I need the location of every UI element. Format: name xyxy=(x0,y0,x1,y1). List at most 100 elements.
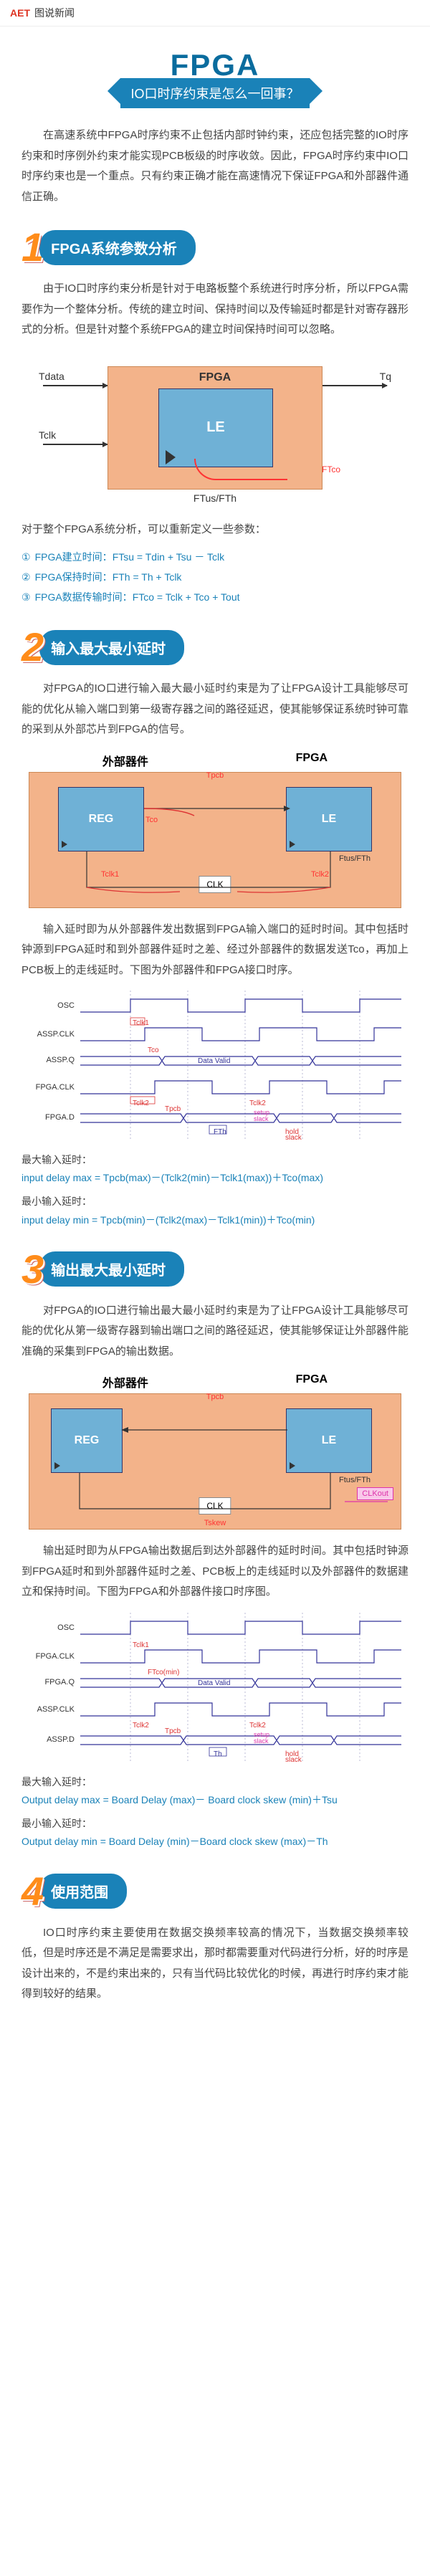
section-2-body: 对FPGA的IO口进行输入最大最小延时约束是为了让FPGA设计工具能够尽可能的优… xyxy=(22,679,408,740)
le-label: LE xyxy=(206,419,225,436)
arrow-tdata xyxy=(43,385,108,386)
title-3: 输出最大最小延时 xyxy=(39,1251,184,1287)
result-max-2: 最大输入延时： input delay max = Tpcb(max)－(Tcl… xyxy=(22,1151,408,1187)
d2-box: REG LE CLK Tpcb Tco Tclk1 Tclk2 Ftus/FTh xyxy=(29,772,401,908)
d3-box: REG LE CLK CLKout Tpcb Tskew Ftus/FTh xyxy=(29,1393,401,1530)
clk-triangle-icon xyxy=(62,841,67,848)
waveform-svg-3: Tclk1 Data Valid FTco(min) Tclk2 Tclk2 T… xyxy=(29,1613,401,1763)
top-bar: AET 图说新闻 xyxy=(0,0,430,27)
d3-left-label: 外部器件 xyxy=(102,1373,148,1390)
label-tclk: Tclk xyxy=(39,429,56,441)
svg-text:ASSP.CLK: ASSP.CLK xyxy=(37,1030,75,1039)
section-2-after: 输入延时即为从外部器件发出数据到FPGA输入端口的延时时间。其中包括时钟源到FP… xyxy=(22,920,408,981)
tco-label: Tco xyxy=(145,816,158,824)
svg-text:slack: slack xyxy=(254,1115,269,1122)
svg-text:Th: Th xyxy=(214,1750,222,1758)
d3-right-label: FPGA xyxy=(296,1373,328,1390)
waveform-3: Tclk1 Data Valid FTco(min) Tclk2 Tclk2 T… xyxy=(29,1613,401,1763)
svg-text:slack: slack xyxy=(254,1737,269,1745)
reg-box: REG xyxy=(51,1408,123,1473)
result-min-2: 最小输入延时： input delay min = Tpcb(min)－(Tcl… xyxy=(22,1193,408,1229)
formula-row: ②FPGA保持时间：FTh = Th + Tclk xyxy=(22,567,408,587)
section-3-body: 对FPGA的IO口进行输出最大最小延时约束是为了让FPGA设计工具能够尽可能的优… xyxy=(22,1301,408,1363)
svg-text:slack: slack xyxy=(285,1134,302,1141)
num-2: 2 xyxy=(22,627,44,667)
topbar-label: 图说新闻 xyxy=(34,6,75,20)
le-box: LE xyxy=(286,1408,372,1473)
svg-text:Tclk2: Tclk2 xyxy=(249,1722,266,1730)
clkout-label: CLKout xyxy=(357,1487,393,1500)
tclk2-label: Tclk2 xyxy=(311,870,329,879)
clk-triangle-icon xyxy=(166,450,176,464)
svg-text:Tpcb: Tpcb xyxy=(165,1727,181,1735)
label-tdata: Tdata xyxy=(39,371,64,382)
num-4: 4 xyxy=(22,1871,44,1912)
diagram-3: 外部器件 FPGA REG LE CLK CLKout Tpcb Tskew Ft… xyxy=(29,1373,401,1530)
reg-box: REG xyxy=(58,787,144,851)
title-1: FPGA系统参数分析 xyxy=(39,230,196,265)
wave3-row-labels: OSC FPGA.CLK FPGA.Q ASSP.CLK ASSP.D xyxy=(36,1623,75,1744)
svg-text:Tclk2: Tclk2 xyxy=(249,1099,266,1107)
title-2: 输入最大最小延时 xyxy=(39,630,184,665)
arrow-tq xyxy=(322,385,387,386)
svg-text:Tco: Tco xyxy=(148,1046,159,1054)
infographic: FPGA IO口时序约束是怎么一回事？ 在高速系统中FPGA时序约束不止包括内部… xyxy=(0,27,430,2033)
svg-text:Tclk1: Tclk1 xyxy=(133,1641,149,1649)
result-min-3: 最小输入延时： Output delay min = Board Delay (… xyxy=(22,1815,408,1851)
ftus-label: FTus/FTh xyxy=(108,492,322,504)
section-3-after: 输出延时即为从FPGA输出数据后到达外部器件的延时时间。其中包括时钟源到FPGA… xyxy=(22,1541,408,1603)
wave-row-labels: OSC ASSP.CLK ASSP.Q FPGA.CLK FPGA.D xyxy=(36,1001,75,1122)
fpga-box: FPGA LE FTco xyxy=(108,366,322,490)
title-4: 使用范围 xyxy=(39,1874,127,1909)
svg-text:Tclk2: Tclk2 xyxy=(133,1722,149,1730)
brand: AET xyxy=(10,7,30,19)
d2-right-label: FPGA xyxy=(296,752,328,769)
le-box: LE xyxy=(158,388,273,467)
svg-text:Tpcb: Tpcb xyxy=(165,1105,181,1113)
ftco-label: FTco xyxy=(322,464,340,474)
svg-text:OSC: OSC xyxy=(57,1001,75,1010)
result-max-3: 最大输入延时： Output delay max = Board Delay (… xyxy=(22,1773,408,1809)
clk-triangle-icon xyxy=(290,841,295,848)
le-box: LE xyxy=(286,787,372,851)
section-1-after: 对于整个FPGA系统分析，可以重新定义一些参数： xyxy=(22,520,408,540)
arrow-tclk xyxy=(43,444,108,445)
ftus-label: Ftus/FTh xyxy=(339,854,371,863)
waveform-svg: Tclk1 Data Valid Tco Tclk2 Tclk2 Tpcb FT… xyxy=(29,991,401,1141)
curve-ftco xyxy=(194,459,287,480)
svg-text:FPGA.D: FPGA.D xyxy=(45,1113,75,1122)
diagram-1: Tdata Tclk Tq FPGA LE FTco FTus/FTh xyxy=(43,352,387,508)
label-tq: Tq xyxy=(380,371,391,382)
svg-text:Data Valid: Data Valid xyxy=(198,1057,230,1065)
clk-triangle-icon xyxy=(290,1462,295,1469)
waveform-2: Tclk1 Data Valid Tco Tclk2 Tclk2 Tpcb FT… xyxy=(29,991,401,1141)
section-4-body: IO口时序约束主要使用在数据交换频率较高的情况下，当数据交换频率较低，但是时序还… xyxy=(22,1923,408,2005)
clk-triangle-icon xyxy=(54,1462,60,1469)
svg-text:Tclk1: Tclk1 xyxy=(133,1019,149,1027)
svg-text:slack: slack xyxy=(285,1756,302,1763)
svg-text:OSC: OSC xyxy=(57,1623,75,1632)
num-1: 1 xyxy=(22,227,44,267)
svg-text:Data Valid: Data Valid xyxy=(198,1679,230,1687)
section-3-header: 3 输出最大最小延时 xyxy=(22,1249,408,1289)
intro-text: 在高速系统中FPGA时序约束不止包括内部时钟约束，还应包括完整的IO时序约束和时… xyxy=(22,125,408,207)
ftus-label: Ftus/FTh xyxy=(339,1476,371,1484)
svg-text:FPGA.CLK: FPGA.CLK xyxy=(36,1652,75,1661)
section-1-header: 1 FPGA系统参数分析 xyxy=(22,227,408,267)
tpcb-label: Tpcb xyxy=(206,771,224,780)
formula-row: ③FPGA数据传输时间：FTco = Tclk + Tco + Tout xyxy=(22,587,408,607)
clk-box: CLK xyxy=(199,1497,231,1514)
svg-text:ASSP.Q: ASSP.Q xyxy=(46,1056,75,1064)
section-4-header: 4 使用范围 xyxy=(22,1871,408,1912)
diagram-2: 外部器件FPGA REG LE CLK Tpcb Tco Tclk1 Tclk2… xyxy=(29,752,401,908)
svg-text:FPGA.Q: FPGA.Q xyxy=(44,1678,75,1687)
tpcb-label: Tpcb xyxy=(206,1393,224,1401)
svg-text:Tclk2: Tclk2 xyxy=(133,1099,149,1107)
svg-text:ASSP.D: ASSP.D xyxy=(47,1735,75,1744)
hero-title: FPGA xyxy=(22,48,408,82)
tskew-label: Tskew xyxy=(204,1519,226,1527)
svg-text:FTco(min): FTco(min) xyxy=(148,1669,179,1676)
formula-row: ①FPGA建立时间：FTsu = Tdin + Tsu － Tclk xyxy=(22,547,408,567)
fpga-label: FPGA xyxy=(199,371,231,384)
tclk1-label: Tclk1 xyxy=(101,870,119,879)
